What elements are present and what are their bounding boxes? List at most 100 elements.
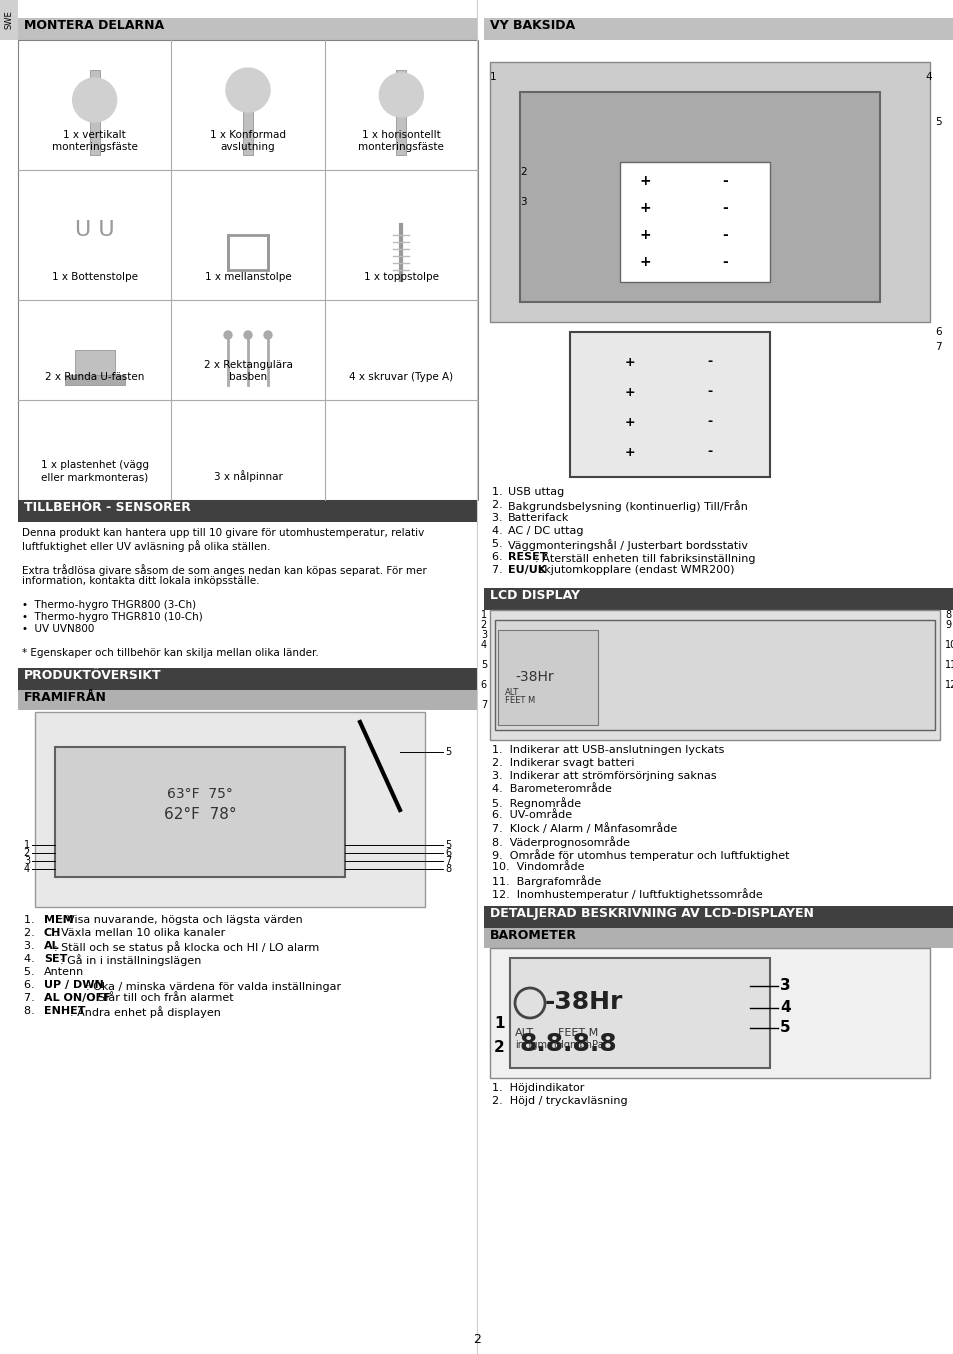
Text: 2 x Rektangulära
basben: 2 x Rektangulära basben	[203, 360, 293, 382]
Bar	[228, 236, 268, 269]
Text: FEET M: FEET M	[504, 696, 535, 705]
Text: 2: 2	[473, 1332, 480, 1346]
Text: 6: 6	[934, 328, 941, 337]
Text: MEM: MEM	[44, 915, 73, 925]
Text: VY BAKSIDA: VY BAKSIDA	[490, 19, 575, 32]
Text: 3 x nålpinnar: 3 x nålpinnar	[213, 470, 282, 482]
Text: 2: 2	[480, 620, 486, 630]
Text: ALT: ALT	[515, 1028, 534, 1039]
Bar	[243, 70, 253, 154]
Text: 6.  UV-område: 6. UV-område	[492, 810, 572, 821]
Text: 63°F  75°: 63°F 75°	[167, 788, 233, 802]
Text: +: +	[639, 175, 650, 188]
Text: 6: 6	[444, 848, 451, 858]
Bar	[18, 500, 477, 523]
Text: Extra trådlösa givare såsom de som anges nedan kan köpas separat. För mer: Extra trådlösa givare såsom de som anges…	[22, 565, 426, 575]
Bar	[510, 959, 769, 1068]
Text: +: +	[639, 200, 650, 215]
Text: 3: 3	[24, 856, 30, 867]
Text: 5.: 5.	[492, 539, 509, 548]
Text: 5: 5	[444, 747, 451, 757]
Text: RESET: RESET	[507, 552, 547, 562]
Text: -: -	[721, 200, 727, 215]
Text: 4: 4	[780, 1001, 790, 1016]
Text: USB uttag: USB uttag	[507, 487, 563, 497]
Circle shape	[226, 68, 270, 112]
Bar	[483, 588, 953, 611]
Text: 11.  Bargrafområde: 11. Bargrafområde	[492, 875, 600, 887]
Text: Antenn: Antenn	[44, 967, 84, 978]
Text: 12.  Inomhustemperatur / luftfuktighetssområde: 12. Inomhustemperatur / luftfuktighetsso…	[492, 888, 762, 900]
Text: luftfuktighet eller UV avläsning på olika ställen.: luftfuktighet eller UV avläsning på olik…	[22, 540, 270, 552]
Text: DETALJERAD BESKRIVNING AV LCD-DISPLAYEN: DETALJERAD BESKRIVNING AV LCD-DISPLAYEN	[490, 907, 813, 919]
Text: Batterifack: Batterifack	[507, 513, 569, 523]
Text: 1 x vertikalt
monteringsfäste: 1 x vertikalt monteringsfäste	[51, 130, 137, 152]
Text: 8: 8	[444, 864, 451, 873]
Text: 3: 3	[480, 630, 486, 640]
Text: 4: 4	[24, 864, 30, 873]
Text: +: +	[624, 445, 635, 459]
Text: +: +	[624, 386, 635, 398]
Text: Väggmonteringshål / Justerbart bordsstativ: Väggmonteringshål / Justerbart bordsstat…	[507, 539, 747, 551]
Text: +: +	[639, 255, 650, 269]
Bar	[490, 611, 939, 741]
Text: •  Thermo-hygro THGR800 (3-Ch): • Thermo-hygro THGR800 (3-Ch)	[22, 600, 196, 611]
Text: information, kontakta ditt lokala inköpsställe.: information, kontakta ditt lokala inköps…	[22, 575, 259, 586]
Text: 5: 5	[444, 839, 451, 850]
Text: : Ändra enhet på displayen: : Ändra enhet på displayen	[70, 1006, 221, 1018]
Text: 1.: 1.	[492, 487, 509, 497]
Text: -: -	[721, 227, 727, 242]
Text: FRAMIFRÅN: FRAMIFRÅN	[24, 691, 107, 704]
Text: 1: 1	[494, 1016, 504, 1030]
Bar	[55, 747, 345, 877]
Text: 3.  Indikerar att strömförsörjning saknas: 3. Indikerar att strömförsörjning saknas	[492, 770, 716, 781]
Text: : Visa nuvarande, högsta och lägsta värden: : Visa nuvarande, högsta och lägsta värd…	[59, 915, 302, 925]
Text: ENHET: ENHET	[44, 1006, 86, 1016]
Text: 10.  Vindområde: 10. Vindområde	[492, 862, 584, 872]
Text: -: -	[721, 255, 727, 269]
Text: 5: 5	[780, 1021, 790, 1036]
Bar	[497, 630, 598, 724]
Text: skjutomkopplare (endast WMR200): skjutomkopplare (endast WMR200)	[535, 565, 734, 575]
Bar	[490, 948, 929, 1078]
Bar	[619, 162, 769, 282]
Text: 5.: 5.	[24, 967, 42, 978]
Bar	[483, 927, 953, 948]
Text: 3.: 3.	[492, 513, 509, 523]
Text: 8.  Väderprognosområde: 8. Väderprognosområde	[492, 835, 629, 848]
Text: 4.: 4.	[492, 525, 509, 536]
Text: 5: 5	[934, 116, 941, 127]
Text: 1.  Höjdindikator: 1. Höjdindikator	[492, 1083, 584, 1093]
Bar	[495, 620, 934, 730]
Text: 1: 1	[490, 72, 497, 83]
Bar	[569, 332, 769, 477]
Text: : Återställ enheten till fabriksinställning: : Återställ enheten till fabriksinställn…	[535, 552, 755, 563]
Text: 8: 8	[944, 611, 950, 620]
Bar	[90, 70, 99, 154]
Bar	[18, 18, 477, 41]
Text: 2.  Indikerar svagt batteri: 2. Indikerar svagt batteri	[492, 758, 634, 768]
Text: * Egenskaper och tillbehör kan skilja mellan olika länder.: * Egenskaper och tillbehör kan skilja me…	[22, 649, 318, 658]
Text: 2: 2	[519, 167, 526, 177]
Text: MONTERA DELARNA: MONTERA DELARNA	[24, 19, 164, 32]
Bar	[18, 691, 477, 709]
Bar	[519, 92, 879, 302]
Text: -: -	[721, 175, 727, 188]
Text: 7.: 7.	[492, 565, 509, 575]
Bar	[483, 18, 953, 41]
Text: 2: 2	[494, 1040, 504, 1056]
Text: 7.: 7.	[24, 992, 42, 1003]
Text: +: +	[639, 227, 650, 242]
Text: 11: 11	[944, 659, 953, 670]
Text: SET: SET	[44, 955, 68, 964]
Bar	[0, 0, 18, 41]
Text: 6: 6	[480, 680, 486, 691]
Text: 1: 1	[24, 839, 30, 850]
Bar	[18, 41, 477, 500]
Text: 9: 9	[944, 620, 950, 630]
Text: 5.  Regnområde: 5. Regnområde	[492, 798, 580, 808]
Text: 3.: 3.	[24, 941, 42, 951]
Text: -38Hr: -38Hr	[515, 670, 553, 684]
Text: : Ställ och se status på klocka och HI / LO alarm: : Ställ och se status på klocka och HI /…	[54, 941, 319, 953]
Text: Bakgrundsbelysning (kontinuerlig) Till/Från: Bakgrundsbelysning (kontinuerlig) Till/F…	[507, 500, 747, 512]
